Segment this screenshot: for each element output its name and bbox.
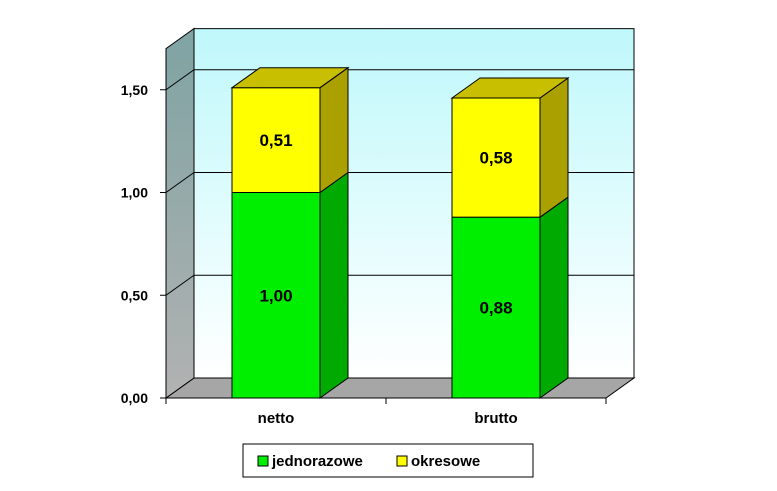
- y-tick-label: 1,00: [121, 185, 148, 201]
- legend-label-jednorazowe: jednorazowe: [271, 453, 363, 470]
- y-tick-label: 0,50: [121, 287, 148, 303]
- data-label: 0,51: [259, 131, 292, 150]
- legend: jednorazowe okresowe: [242, 443, 534, 478]
- y-tick-label: 1,50: [121, 82, 148, 98]
- x-tick-label: brutto: [474, 410, 517, 427]
- bar-side: [319, 66, 349, 194]
- bar-netto-jednorazowe: [231, 192, 321, 399]
- bar-side: [539, 76, 569, 219]
- bar-side: [539, 196, 569, 399]
- gridline-side: [165, 172, 195, 193]
- legend-box: [242, 443, 534, 478]
- legend-swatch-okresowe: [396, 455, 408, 467]
- data-label: 1,00: [259, 286, 292, 305]
- bar-top: [230, 67, 350, 89]
- side-wall: [165, 27, 195, 399]
- bars: [230, 66, 570, 399]
- data-labels: 1,00 0,51 0,88 0,58: [259, 131, 512, 317]
- axes: 0,00 0,50 1,00 1,50 netto brutto: [121, 48, 607, 427]
- x-tick-label: netto: [258, 410, 295, 427]
- bar-netto-okresowe: [231, 87, 321, 193]
- gridline-side: [165, 274, 195, 296]
- data-label: 0,88: [479, 299, 512, 318]
- gridline-side: [165, 69, 195, 91]
- bar-brutto-jednorazowe: [451, 216, 541, 399]
- data-label: 0,58: [479, 149, 512, 168]
- legend-label-okresowe: okresowe: [411, 453, 480, 470]
- bar-top: [450, 77, 570, 99]
- bar-side: [319, 171, 349, 399]
- y-tick-label: 0,00: [121, 390, 148, 406]
- legend-swatch-jednorazowe: [257, 455, 269, 467]
- bar-brutto-okresowe: [451, 97, 541, 218]
